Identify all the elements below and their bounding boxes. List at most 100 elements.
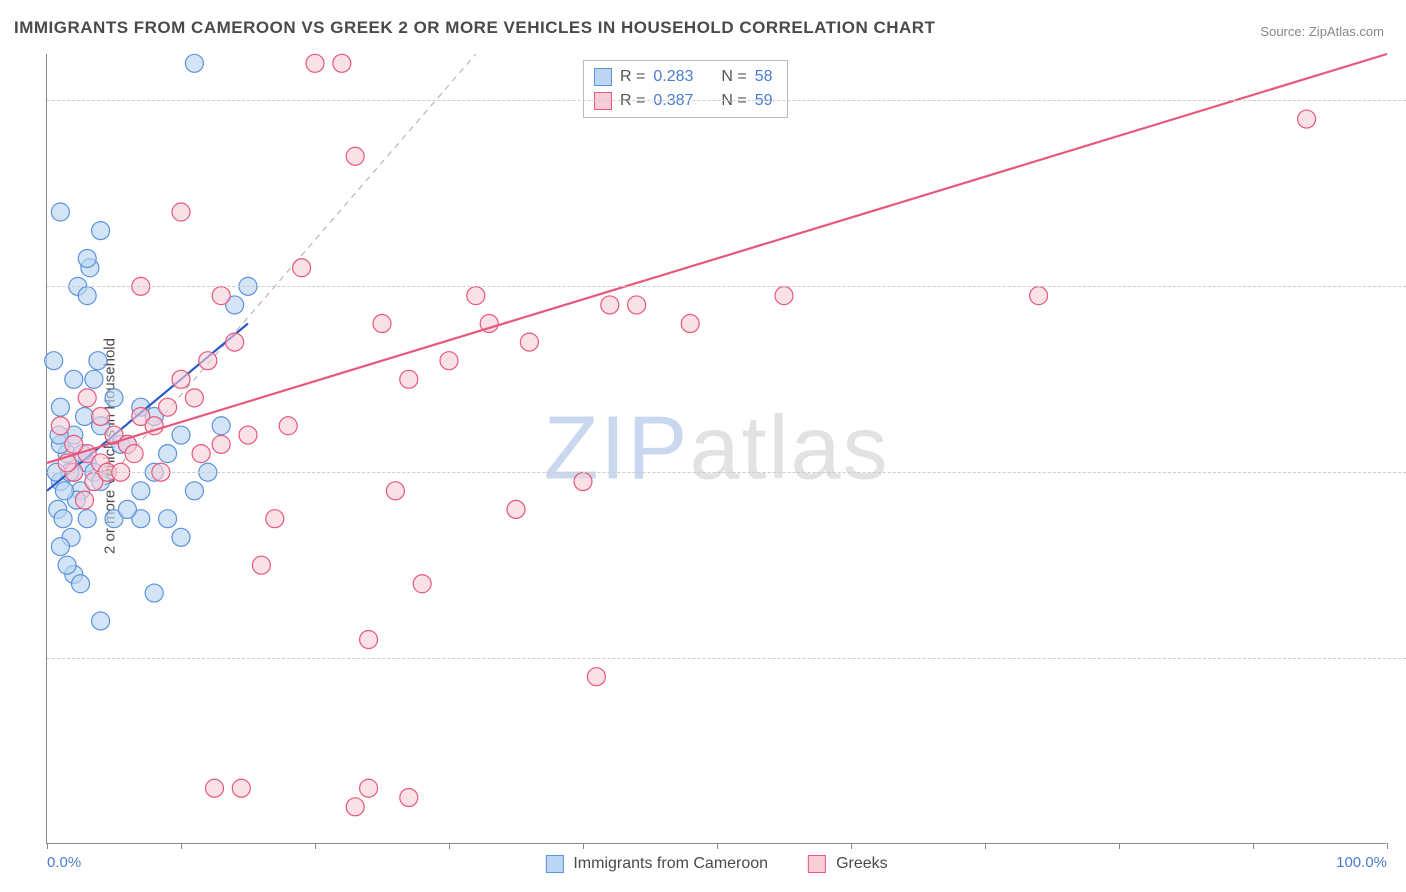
data-point [78,389,96,407]
data-point [333,54,351,72]
x-tick-mark [851,843,852,849]
source-link[interactable]: ZipAtlas.com [1309,24,1384,39]
x-tick-mark [1253,843,1254,849]
data-point [58,556,76,574]
scatter-plot-svg [47,54,1386,843]
x-tick-label: 0.0% [47,854,81,871]
legend-n-value: 58 [755,68,773,86]
data-point [192,445,210,463]
data-point [1298,110,1316,128]
legend-item: Greeks [808,855,888,873]
data-point [125,445,143,463]
x-tick-mark [47,843,48,849]
data-point [89,352,107,370]
data-point [51,417,69,435]
data-point [76,407,94,425]
legend-row: R =0.283N =58 [594,65,773,89]
data-point [172,528,190,546]
series-legend: Immigrants from Cameroon Greeks [545,855,887,873]
data-point [628,296,646,314]
x-tick-mark [985,843,986,849]
gridline-horizontal [47,286,1406,287]
data-point [51,398,69,416]
data-point [400,789,418,807]
data-point [65,370,83,388]
data-point [467,287,485,305]
data-point [199,352,217,370]
data-point [360,631,378,649]
correlation-legend: R =0.283N =58R =0.387N =59 [583,60,788,118]
legend-r-value: 0.283 [653,68,693,86]
data-point [159,510,177,528]
data-point [601,296,619,314]
data-point [293,259,311,277]
data-point [172,426,190,444]
data-point [252,556,270,574]
data-point [159,398,177,416]
data-point [65,435,83,453]
data-point [279,417,297,435]
data-point [92,612,110,630]
source-label: Source: [1260,24,1305,39]
x-tick-mark [717,843,718,849]
x-tick-mark [1119,843,1120,849]
data-point [346,147,364,165]
data-point [681,315,699,333]
data-point [172,370,190,388]
data-point [185,389,203,407]
data-point [1030,287,1048,305]
data-point [92,407,110,425]
data-point [185,54,203,72]
data-point [587,668,605,686]
data-point [346,798,364,816]
data-point [51,538,69,556]
x-tick-mark [449,843,450,849]
data-point [45,352,63,370]
legend-swatch [545,855,563,873]
data-point [145,584,163,602]
data-point [78,287,96,305]
data-point [78,510,96,528]
gridline-horizontal [47,100,1406,101]
data-point [132,482,150,500]
legend-swatch [594,68,612,86]
legend-item: Immigrants from Cameroon [545,855,768,873]
legend-series-name: Immigrants from Cameroon [573,855,768,873]
gridline-horizontal [47,472,1406,473]
source-attribution: Source: ZipAtlas.com [1260,24,1384,39]
data-point [440,352,458,370]
data-point [360,779,378,797]
data-point [507,500,525,518]
data-point [386,482,404,500]
data-point [373,315,391,333]
data-point [172,203,190,221]
data-point [92,222,110,240]
data-point [212,417,230,435]
data-point [775,287,793,305]
data-point [72,575,90,593]
data-point [159,445,177,463]
legend-swatch [808,855,826,873]
data-point [118,500,136,518]
x-tick-label: 100.0% [1336,854,1387,871]
chart-plot-area: ZIPatlas R =0.283N =58R =0.387N =59 Immi… [46,54,1386,844]
data-point [266,510,284,528]
data-point [212,287,230,305]
data-point [105,389,123,407]
data-point [239,426,257,444]
data-point [206,779,224,797]
data-point [185,482,203,500]
data-point [400,370,418,388]
x-tick-mark [1387,843,1388,849]
data-point [76,491,94,509]
gridline-horizontal [47,658,1406,659]
legend-series-name: Greeks [836,855,888,873]
data-point [55,482,73,500]
data-point [78,249,96,267]
data-point [54,510,72,528]
data-point [574,473,592,491]
x-tick-mark [181,843,182,849]
data-point [306,54,324,72]
data-point [413,575,431,593]
data-point [520,333,538,351]
